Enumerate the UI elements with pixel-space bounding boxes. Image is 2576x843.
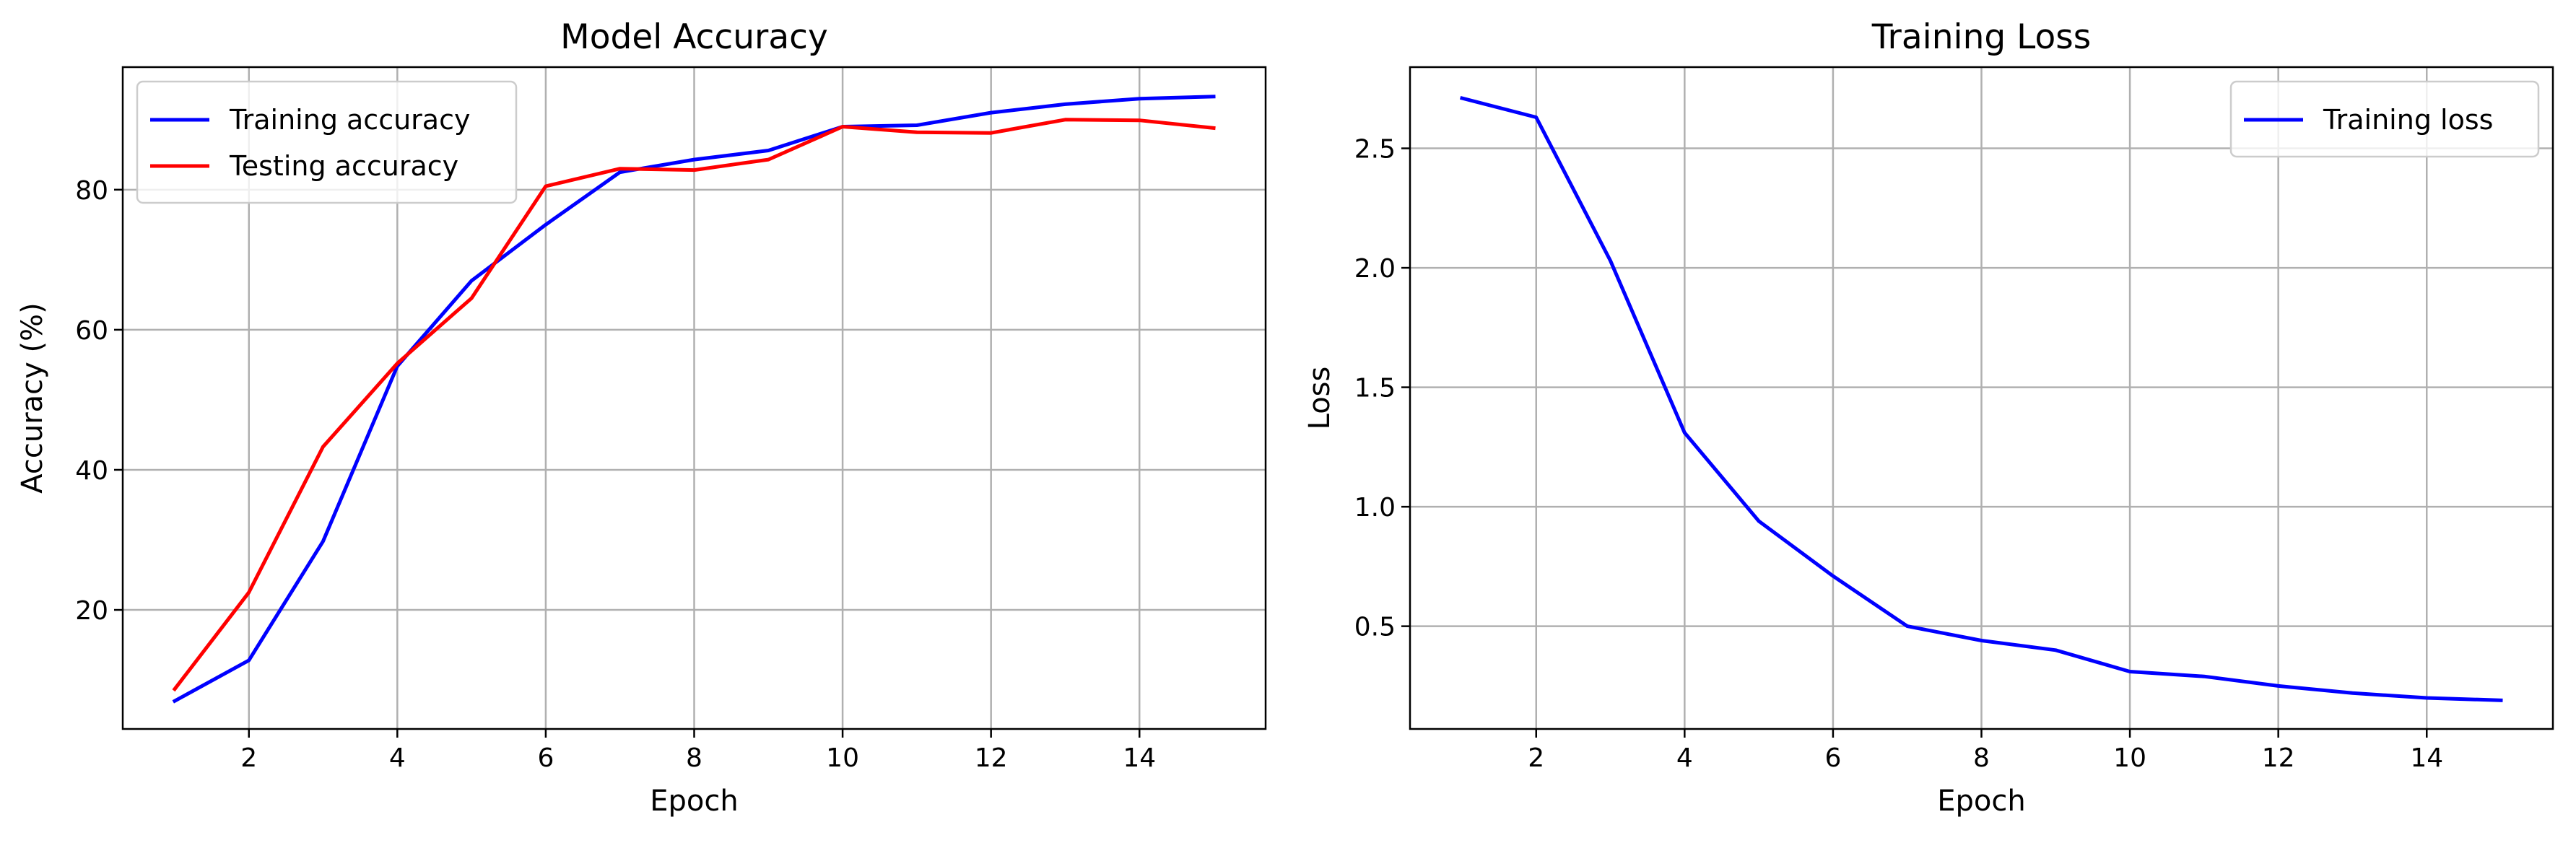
loss-y-tick-label: 2.5	[1354, 135, 1396, 165]
loss-y-tick-label: 2.0	[1354, 254, 1396, 284]
accuracy-x-tick-label: 2	[240, 743, 257, 773]
loss-series-line-1	[1459, 95, 2503, 702]
accuracy-y-tick-label: 40	[75, 456, 108, 486]
accuracy-legend: Training accuracy Testing accuracy	[136, 80, 518, 204]
accuracy-ticks: 2 4 6 8 10 12 14 20 40 60 80	[75, 176, 1156, 773]
loss-legend-box	[2229, 80, 2540, 158]
accuracy-x-tick-label: 4	[389, 743, 406, 773]
loss-y-tick-label: 0.5	[1354, 613, 1396, 642]
accuracy-x-tick-label: 8	[686, 743, 702, 773]
accuracy-x-tick-label: 6	[537, 743, 554, 773]
loss-legend: Training loss	[2229, 80, 2540, 158]
accuracy-chart-title: Model Accuracy	[560, 17, 828, 57]
loss-x-axis-label: Epoch	[1937, 785, 2025, 818]
loss-legend-label-1: Training loss	[2323, 104, 2493, 136]
loss-x-tick-label: 14	[2410, 743, 2443, 773]
loss-x-tick-label: 12	[2262, 743, 2295, 773]
accuracy-y-tick-label: 80	[75, 176, 108, 206]
loss-y-axis-label: Loss	[1303, 367, 1336, 430]
loss-x-tick-label: 4	[1676, 743, 1693, 773]
accuracy-x-tick-label: 14	[1123, 743, 1156, 773]
accuracy-y-axis-label: Accuracy (%)	[16, 302, 49, 494]
accuracy-x-tick-label: 10	[826, 743, 859, 773]
accuracy-y-tick-label: 60	[75, 316, 108, 346]
loss-grid	[1410, 67, 2553, 729]
loss-x-tick-label: 6	[1824, 743, 1841, 773]
accuracy-y-tick-label: 20	[75, 596, 108, 626]
loss-chart-title: Training Loss	[1871, 17, 2091, 57]
accuracy-x-axis-label: Epoch	[650, 785, 738, 818]
accuracy-series-line-2	[172, 118, 1216, 692]
accuracy-legend-box	[136, 80, 518, 204]
accuracy-x-tick-label: 12	[975, 743, 1008, 773]
accuracy-series-line-1	[172, 95, 1216, 704]
accuracy-legend-label-1: Training accuracy	[229, 104, 470, 136]
loss-y-tick-label: 1.5	[1354, 374, 1396, 403]
loss-x-tick-label: 2	[1528, 743, 1544, 773]
loss-chart: 2 4 6 8 10 12 140.51.01.52.02.5 Training Loss …	[1303, 17, 2554, 818]
loss-ticks: 2 4 6 8 10 12 14 0.5 1.0 1.5 2.0 2.5	[1354, 135, 2443, 773]
loss-x-tick-label: 10	[2113, 743, 2146, 773]
loss-x-tick-label: 8	[1973, 743, 1990, 773]
accuracy-series	[172, 95, 1216, 704]
loss-y-tick-label: 1.0	[1354, 493, 1396, 523]
loss-series	[1459, 95, 2503, 702]
accuracy-legend-label-2: Testing accuracy	[229, 150, 458, 182]
